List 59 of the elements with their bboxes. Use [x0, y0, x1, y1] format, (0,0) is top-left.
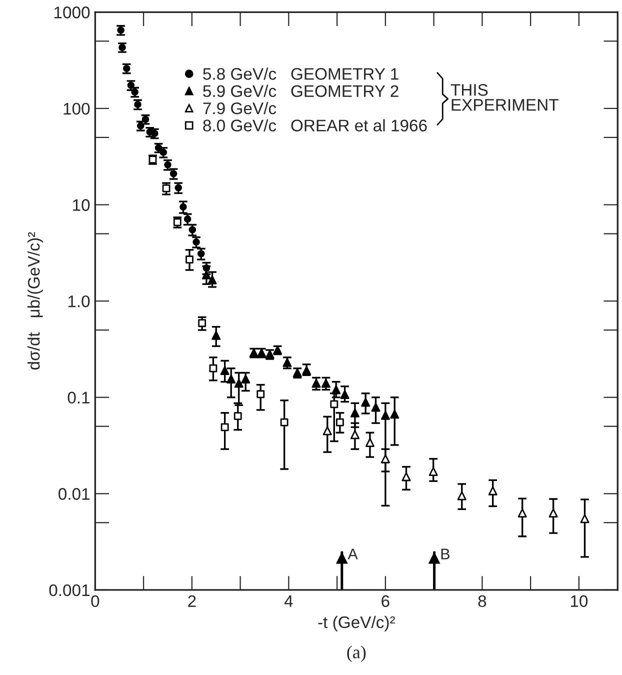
point: [350, 430, 360, 440]
point: [428, 466, 438, 476]
x-tick-label: 8: [478, 595, 486, 608]
ref-line-label: A: [348, 548, 358, 560]
point: [336, 418, 344, 426]
point: [330, 400, 338, 408]
point: [256, 390, 265, 398]
point: [322, 426, 332, 436]
point: [361, 398, 370, 407]
point: [234, 412, 242, 420]
point: [580, 514, 590, 524]
annotation: THIS EXPERIMENT: [450, 84, 558, 111]
y-tick-label: 100: [64, 102, 90, 115]
x-tick-label: 10: [570, 595, 588, 608]
y-tick-label: 1.0: [68, 295, 90, 308]
ref-line-label: B: [441, 548, 450, 560]
point: [162, 184, 170, 192]
y-axis-title: dσ/dt μb/(GeV/c)²: [28, 232, 44, 370]
point: [220, 423, 229, 432]
legend-label: 5.8 GeV/c GEOMETRY 1: [203, 68, 398, 80]
y-tick-label: 1000: [54, 6, 90, 18]
x-tick-label: 2: [188, 595, 196, 607]
point: [220, 366, 230, 376]
point: [457, 491, 466, 500]
point: [390, 410, 400, 419]
point: [212, 330, 221, 340]
x-axis-title: -t (GeV/c)²: [318, 616, 395, 632]
point: [548, 508, 558, 518]
point: [350, 408, 360, 418]
point: [226, 374, 236, 384]
point: [488, 486, 498, 496]
legend-label: 7.9 GeV/c: [203, 102, 276, 114]
legend-label: 5.9 GeV/c GEOMETRY 2: [203, 84, 398, 98]
y-tick-label: 0.01: [58, 488, 90, 500]
point: [380, 410, 390, 420]
point: [371, 402, 380, 412]
point: [280, 418, 288, 426]
x-tick-label: 6: [382, 595, 390, 608]
point: [174, 184, 182, 192]
point: [208, 275, 217, 284]
point: [365, 438, 374, 447]
y-tick-label: 0.001: [49, 584, 90, 596]
point: [198, 319, 206, 328]
y-tick-label: 10: [73, 199, 90, 211]
point: [234, 378, 244, 388]
point: [340, 390, 350, 400]
legend-label: 8.0 GeV/c OREAR et al 1966: [203, 119, 427, 132]
x-tick-label: 4: [284, 595, 293, 607]
point: [180, 203, 187, 211]
point: [186, 256, 194, 264]
x-tick-label: 0: [91, 595, 100, 608]
point: [518, 508, 527, 518]
point: [202, 264, 210, 272]
point: [380, 454, 390, 464]
point: [209, 364, 218, 372]
point: [241, 374, 250, 384]
text: (a): [347, 646, 366, 662]
y-tick-label: 0.1: [68, 392, 90, 404]
point: [402, 472, 411, 482]
